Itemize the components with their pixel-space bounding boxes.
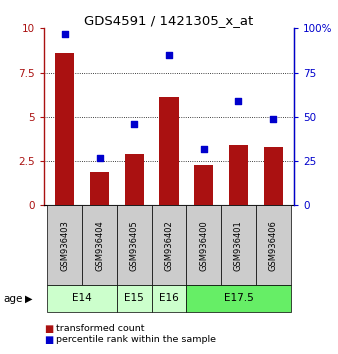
Text: ▶: ▶ — [25, 294, 33, 304]
Bar — [90, 172, 109, 205]
Text: ■: ■ — [44, 335, 53, 345]
Text: GSM936405: GSM936405 — [130, 220, 139, 270]
Text: E16: E16 — [159, 293, 179, 303]
Point — [97, 155, 102, 160]
Bar — [47, 205, 82, 285]
Bar — [186, 285, 291, 312]
Text: E15: E15 — [124, 293, 144, 303]
Bar — [256, 205, 291, 285]
Text: transformed count: transformed count — [56, 324, 144, 333]
Bar — [194, 165, 213, 205]
Bar — [82, 205, 117, 285]
Point — [131, 121, 137, 127]
Bar — [117, 285, 152, 312]
Bar — [47, 285, 117, 312]
Text: age: age — [3, 294, 23, 304]
Text: GSM936404: GSM936404 — [95, 220, 104, 270]
Bar — [229, 145, 248, 205]
Text: ■: ■ — [44, 324, 53, 333]
Bar — [117, 205, 152, 285]
Bar — [152, 205, 186, 285]
Bar — [221, 205, 256, 285]
Point — [201, 146, 207, 152]
Text: GSM936402: GSM936402 — [165, 220, 173, 270]
Text: GSM936403: GSM936403 — [60, 220, 69, 270]
Bar — [152, 285, 186, 312]
Title: GDS4591 / 1421305_x_at: GDS4591 / 1421305_x_at — [84, 14, 254, 27]
Text: GSM936401: GSM936401 — [234, 220, 243, 270]
Point — [62, 31, 68, 36]
Text: GSM936400: GSM936400 — [199, 220, 208, 270]
Point — [236, 98, 241, 104]
Bar — [186, 205, 221, 285]
Bar — [264, 147, 283, 205]
Text: E17.5: E17.5 — [224, 293, 254, 303]
Text: GSM936406: GSM936406 — [269, 220, 278, 270]
Text: percentile rank within the sample: percentile rank within the sample — [56, 335, 216, 344]
Point — [166, 52, 172, 58]
Text: E14: E14 — [72, 293, 92, 303]
Bar — [160, 97, 178, 205]
Point — [270, 116, 276, 121]
Bar — [55, 53, 74, 205]
Bar — [125, 154, 144, 205]
